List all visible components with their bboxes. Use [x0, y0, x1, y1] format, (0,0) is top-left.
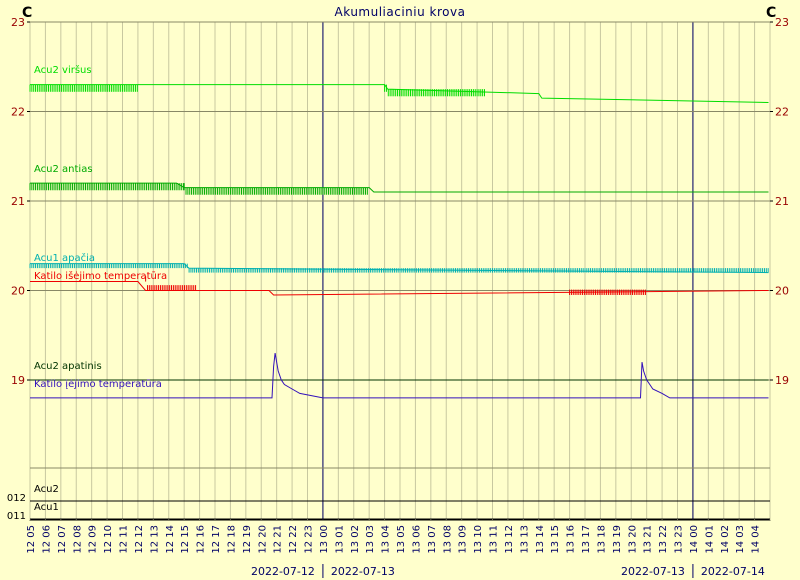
- x-tick-label: 12 11: [119, 525, 130, 554]
- x-tick-label: 13 18: [596, 525, 607, 554]
- date-caption: 2022-07-13: [621, 565, 685, 578]
- x-tick-label: 13 01: [334, 525, 345, 554]
- x-tick-label: 13 15: [550, 525, 561, 554]
- x-tick-label: 13 14: [535, 525, 546, 554]
- series-line: [30, 263, 769, 274]
- x-tick-label: 12 09: [88, 525, 99, 554]
- bottom-tick: 012: [7, 493, 26, 504]
- x-tick-label: 13 08: [442, 525, 453, 554]
- x-tick-label: 13 09: [458, 525, 469, 554]
- x-tick-label: 12 12: [134, 525, 145, 554]
- x-tick-label: 12 13: [149, 525, 160, 554]
- bottom-series-label: Acu1: [34, 502, 59, 513]
- x-tick-label: 13 04: [381, 525, 392, 554]
- x-tick-label: 13 16: [566, 525, 577, 554]
- bottom-series-label: Acu2: [34, 484, 59, 495]
- date-caption: 2022-07-13: [331, 565, 395, 578]
- series-label: Katilo įėjimo temperatūra: [34, 379, 162, 390]
- x-tick-label: 13 11: [489, 525, 500, 554]
- x-tick-label: 12 15: [180, 525, 191, 554]
- x-tick-label: 12 18: [226, 525, 237, 554]
- x-tick-label: 13 10: [473, 525, 484, 554]
- series-label: Katilo išėjimo temperatūra: [34, 270, 167, 282]
- y-tick-left: 19: [11, 374, 25, 387]
- x-tick-label: 13 20: [627, 525, 638, 554]
- x-tick-label: 12 22: [288, 525, 299, 554]
- x-tick-label: 13 19: [612, 525, 623, 554]
- x-tick-label: 13 22: [658, 525, 669, 554]
- bottom-tick: 011: [7, 511, 26, 522]
- series-label: Acu2 viršus: [34, 64, 92, 76]
- y-tick-right: 23: [775, 16, 789, 29]
- chart-title: Akumuliaciniu krova: [335, 5, 466, 19]
- date-caption: 2022-07-14: [701, 565, 765, 578]
- series-label: Acu2 antias: [34, 164, 93, 175]
- x-tick-label: 13 12: [504, 525, 515, 554]
- y-tick-left: 22: [11, 106, 25, 119]
- x-tick-label: 13 02: [350, 525, 361, 554]
- x-tick-label: 12 07: [57, 525, 68, 554]
- y-unit-left: C: [22, 5, 32, 21]
- x-tick-label: 14 03: [735, 525, 746, 554]
- series-layer: [29, 84, 770, 520]
- x-tick-label: 12 05: [26, 525, 37, 554]
- x-tick-label: 13 06: [411, 525, 422, 554]
- x-tick-label: 13 23: [674, 525, 685, 554]
- y-tick-left: 23: [11, 16, 25, 29]
- y-tick-right: 20: [775, 285, 789, 298]
- y-tick-right: 21: [775, 195, 789, 208]
- x-tick-label: 13 17: [581, 525, 592, 554]
- y-unit-right: C: [766, 5, 776, 21]
- x-tick-label: 14 04: [751, 525, 762, 554]
- x-tick-label: 13 07: [427, 525, 438, 554]
- y-tick-right: 22: [775, 106, 789, 119]
- x-tick-label: 12 19: [242, 525, 253, 554]
- x-tick-label: 12 20: [257, 525, 268, 554]
- x-tick-label: 13 21: [643, 525, 654, 554]
- x-tick-label: 12 06: [41, 525, 52, 554]
- x-tick-label: 14 00: [689, 525, 700, 554]
- x-tick-label: 12 23: [304, 525, 315, 554]
- x-tick-label: 12 16: [196, 525, 207, 554]
- series-label: Acu2 apatinis: [34, 361, 102, 372]
- x-tick-label: 12 17: [211, 525, 222, 554]
- series-label: Acu1 apačia: [34, 252, 95, 264]
- y-tick-right: 19: [775, 374, 789, 387]
- y-tick-left: 20: [11, 285, 25, 298]
- x-tick-label: 13 03: [365, 525, 376, 554]
- x-tick-label: 12 10: [103, 525, 114, 554]
- x-tick-label: 13 13: [519, 525, 530, 554]
- x-tick-label: 12 08: [72, 525, 83, 554]
- date-caption: 2022-07-12: [251, 565, 315, 578]
- y-tick-left: 21: [11, 195, 25, 208]
- series-line: [30, 281, 769, 296]
- x-tick-label: 14 01: [704, 525, 715, 554]
- series-line: [30, 353, 769, 399]
- x-tick-label: 12 14: [165, 525, 176, 554]
- x-tick-label: 13 00: [319, 525, 330, 554]
- labels: 23 23 22 22 21 21 20 20 19 19 C C Akumuliaciniu krov…: [7, 5, 789, 578]
- x-tick-label: 13 05: [396, 525, 407, 554]
- x-tick-label: 14 02: [720, 525, 731, 554]
- x-tick-label: 12 21: [273, 525, 284, 554]
